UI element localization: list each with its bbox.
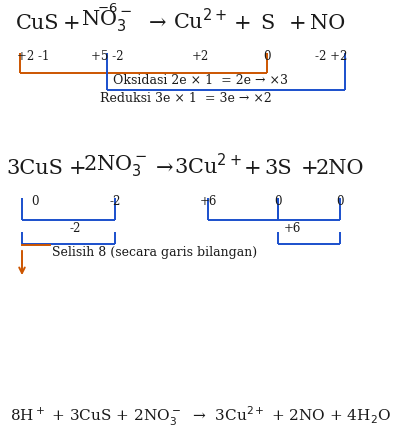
Text: →: → xyxy=(156,159,174,178)
Text: 0: 0 xyxy=(274,195,282,208)
Text: $-6$: $-6$ xyxy=(97,2,117,15)
Text: -2 +2: -2 +2 xyxy=(315,50,347,63)
Text: 8H$^+$ + 3CuS + 2NO$_3^-$  →  3Cu$^{2+}$ + 2NO + 4H$_2$O: 8H$^+$ + 3CuS + 2NO$_3^-$ → 3Cu$^{2+}$ +… xyxy=(10,405,391,428)
Text: Cu$^{2+}$: Cu$^{2+}$ xyxy=(173,8,227,33)
Text: 0: 0 xyxy=(263,50,271,63)
Text: -2: -2 xyxy=(69,222,81,235)
Text: 0: 0 xyxy=(31,195,39,208)
Text: 2NO$_3^-$: 2NO$_3^-$ xyxy=(83,153,147,178)
Text: Reduksi 3e × 1  = 3e → ×2: Reduksi 3e × 1 = 3e → ×2 xyxy=(100,92,272,105)
Text: 3Cu$^{2+}$: 3Cu$^{2+}$ xyxy=(174,153,242,178)
Text: CuS: CuS xyxy=(16,14,60,33)
Text: →: → xyxy=(149,14,167,33)
Text: +: + xyxy=(69,159,87,178)
Text: Selisih 8 (secara garis bilangan): Selisih 8 (secara garis bilangan) xyxy=(52,246,257,259)
Text: +: + xyxy=(289,14,307,33)
Text: +2: +2 xyxy=(191,50,209,63)
Text: 2NO: 2NO xyxy=(316,159,364,178)
Text: +: + xyxy=(244,159,262,178)
Text: -2: -2 xyxy=(110,195,121,208)
Text: 0: 0 xyxy=(336,195,344,208)
Text: +5 -2: +5 -2 xyxy=(91,50,123,63)
Text: +: + xyxy=(63,14,81,33)
Text: +6: +6 xyxy=(283,222,301,235)
Text: Oksidasi 2e × 1  = 2e → ×3: Oksidasi 2e × 1 = 2e → ×3 xyxy=(113,74,288,87)
Text: 3S: 3S xyxy=(264,159,292,178)
Text: +: + xyxy=(301,159,319,178)
Text: S: S xyxy=(260,14,274,33)
Text: +6: +6 xyxy=(199,195,217,208)
Text: +2 -1: +2 -1 xyxy=(17,50,49,63)
Text: NO$_3^-$: NO$_3^-$ xyxy=(82,8,133,33)
Text: NO: NO xyxy=(311,14,346,33)
Text: +: + xyxy=(234,14,252,33)
Text: 3CuS: 3CuS xyxy=(7,159,64,178)
